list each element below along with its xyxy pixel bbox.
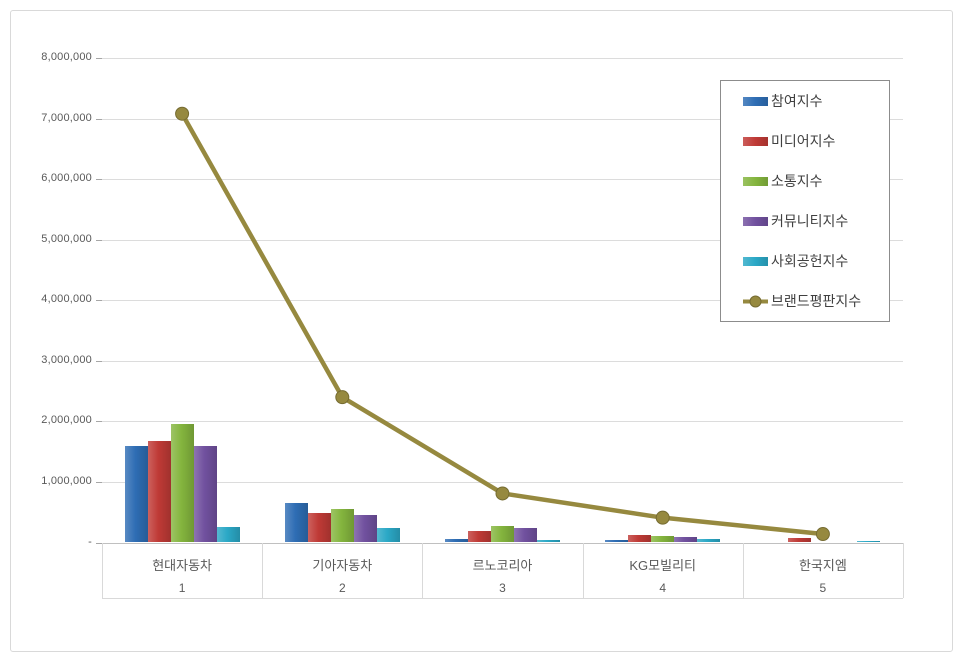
- y-axis-tick: [96, 360, 102, 362]
- y-axis-tick: [96, 239, 102, 241]
- legend-label-미디어지수: 미디어지수: [771, 133, 836, 149]
- y-axis-tick: [96, 481, 102, 483]
- category-divider: [742, 542, 744, 598]
- y-axis-tick-label: 5,000,000: [41, 232, 92, 245]
- y-axis-tick-label: 4,000,000: [41, 293, 92, 306]
- legend-swatch-커뮤니티지수-icon: [743, 216, 768, 226]
- bar-참여지수-KG모빌리티: [605, 539, 629, 543]
- y-axis-tick: [96, 300, 102, 302]
- y-axis-tick: [96, 118, 102, 120]
- legend-label-소통지수: 소통지수: [771, 173, 823, 189]
- legend-swatch-참여지수-icon: [743, 96, 768, 106]
- legend-label-브랜드평판지수: 브랜드평판지수: [771, 293, 862, 309]
- gridline-8000000: [102, 58, 903, 59]
- bar-참여지수-르노코리아: [445, 538, 468, 543]
- y-axis-tick-label: -: [88, 535, 92, 548]
- y-axis-tick: [96, 179, 102, 181]
- bar-참여지수-현대자동차: [124, 445, 148, 543]
- category-divider: [582, 542, 584, 598]
- y-axis-tick: [96, 58, 102, 59]
- category-label: 기아자동차: [312, 557, 373, 573]
- bar-소통지수-한국지엠: [811, 541, 835, 543]
- category-label: 르노코리아: [472, 557, 533, 573]
- category-divider: [422, 542, 424, 598]
- bar-사회공헌지수-KG모빌리티: [697, 539, 721, 543]
- y-axis-tick-label: 7,000,000: [41, 111, 92, 124]
- category-rank-label: 2: [338, 580, 346, 595]
- category-rank-label: 4: [659, 580, 667, 595]
- legend-item-브랜드평판지수: 브랜드평판지수: [743, 281, 883, 321]
- legend-item-사회공헌지수: 사회공헌지수: [743, 241, 883, 281]
- bar-미디어지수-KG모빌리티: [628, 534, 652, 543]
- category-label: KG모빌리티: [629, 557, 696, 573]
- legend-label-참여지수: 참여지수: [771, 93, 823, 109]
- bar-미디어지수-현대자동차: [147, 441, 171, 543]
- y-axis-tick-label: 6,000,000: [41, 172, 92, 185]
- y-axis-tick: [96, 421, 102, 423]
- bar-사회공헌지수-한국지엠: [857, 540, 881, 543]
- legend-label-사회공헌지수: 사회공헌지수: [771, 253, 849, 269]
- legend-line-swatch-브랜드평판지수-icon: [743, 295, 768, 307]
- category-divider: [102, 542, 103, 598]
- category-rank-label: 3: [499, 580, 506, 595]
- category-label: 한국지엠: [798, 557, 847, 573]
- legend-item-커뮤니티지수: 커뮤니티지수: [743, 201, 883, 241]
- y-axis-tick-label: 3,000,000: [41, 353, 92, 366]
- bar-참여지수-한국지엠: [765, 541, 789, 543]
- category-label: 현대자동차: [152, 557, 212, 573]
- y-axis-tick-label: 8,000,000: [41, 51, 92, 63]
- bar-미디어지수-한국지엠: [788, 538, 812, 543]
- x-axis-baseline: [102, 542, 903, 544]
- y-axis-tick-label: 1,000,000: [41, 474, 92, 487]
- legend-item-미디어지수: 미디어지수: [743, 121, 883, 161]
- category-divider: [262, 542, 264, 598]
- y-axis-tick-label: 2,000,000: [41, 414, 92, 427]
- legend-item-참여지수: 참여지수: [743, 81, 883, 121]
- legend-item-소통지수: 소통지수: [743, 161, 883, 201]
- category-rank-label: 1: [178, 580, 186, 595]
- y-axis-tick: [96, 542, 102, 544]
- bar-커뮤니티지수-한국지엠: [834, 541, 858, 543]
- bar-미디어지수-르노코리아: [468, 530, 491, 543]
- category-divider: [903, 542, 904, 598]
- legend-swatch-사회공헌지수-icon: [743, 256, 768, 266]
- legend-swatch-미디어지수-icon: [743, 136, 768, 146]
- category-rank-label: 5: [819, 580, 827, 595]
- bar-사회공헌지수-르노코리아: [537, 540, 560, 543]
- category-box-bottom: [102, 598, 903, 599]
- bar-커뮤니티지수-KG모빌리티: [674, 537, 698, 543]
- bar-소통지수-KG모빌리티: [651, 536, 675, 543]
- legend-swatch-소통지수-icon: [743, 176, 768, 186]
- legend-label-커뮤니티지수: 커뮤니티지수: [771, 213, 849, 229]
